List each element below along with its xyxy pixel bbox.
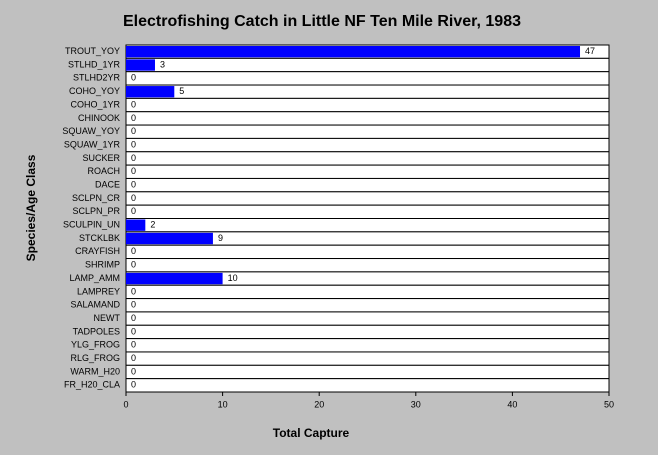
y-tick-label: SQUAW_1YR	[64, 139, 121, 149]
y-tick-label: TROUT_YOY	[65, 46, 120, 56]
value-label: 5	[179, 86, 184, 96]
value-label: 0	[131, 166, 136, 176]
x-tick-label: 0	[123, 399, 128, 409]
y-axis-label: Species/Age Class	[24, 154, 38, 261]
value-label: 0	[131, 180, 136, 190]
x-tick-label: 10	[218, 399, 228, 409]
row-box	[125, 84, 610, 99]
bar	[126, 272, 223, 285]
bar	[126, 59, 155, 71]
row-box	[125, 97, 610, 113]
value-label: 0	[131, 313, 136, 323]
value-label: 0	[131, 126, 136, 136]
value-label: 0	[131, 340, 136, 350]
x-tick-label: 20	[314, 399, 324, 409]
row-box	[125, 151, 610, 166]
value-label: 3	[160, 59, 165, 69]
y-tick-label: SQUAW_YOY	[62, 126, 120, 136]
row-box	[125, 311, 610, 326]
value-label: 0	[131, 73, 136, 83]
row-box	[125, 204, 610, 219]
row-box	[125, 124, 610, 139]
row-box	[125, 71, 610, 86]
x-tick-label: 30	[411, 399, 421, 409]
y-tick-label: SCLPN_CR	[72, 193, 121, 203]
row-box	[125, 244, 610, 260]
x-tick-label: 50	[604, 399, 614, 409]
y-tick-label: TADPOLES	[73, 326, 120, 336]
y-tick-label: COHO_YOY	[69, 86, 120, 96]
value-label: 10	[228, 273, 238, 283]
y-tick-label: RLG_FROG	[70, 353, 120, 363]
x-axis-label: Total Capture	[273, 426, 350, 440]
row-box	[125, 137, 610, 153]
value-label: 0	[131, 206, 136, 216]
y-tick-label: CHINOOK	[78, 113, 120, 123]
y-tick-label: SCULPIN_UN	[63, 220, 120, 230]
row-box	[125, 324, 610, 340]
value-label: 0	[131, 153, 136, 163]
y-tick-label: STLHD_1YR	[68, 59, 121, 69]
value-label: 0	[131, 260, 136, 270]
row-box	[125, 364, 610, 380]
y-tick-label: NEWT	[94, 313, 121, 323]
y-tick-label: SUCKER	[82, 153, 120, 163]
row-box	[125, 378, 610, 393]
value-label: 0	[131, 326, 136, 336]
row-box	[125, 111, 610, 126]
bar	[126, 46, 581, 58]
value-label: 47	[585, 46, 595, 56]
y-tick-label: WARM_H20	[70, 366, 120, 376]
value-label: 0	[131, 300, 136, 310]
value-label: 0	[131, 139, 136, 149]
row-box	[125, 258, 610, 273]
y-tick-label: DACE	[95, 180, 120, 190]
y-tick-label: STLHD2YR	[73, 73, 121, 83]
value-label: 0	[131, 286, 136, 296]
value-label: 0	[131, 353, 136, 363]
y-tick-label: ROACH	[87, 166, 120, 176]
value-label: 0	[131, 366, 136, 376]
y-tick-label: SALAMAND	[70, 300, 120, 310]
y-tick-label: SHRIMP	[85, 260, 120, 270]
bar	[126, 86, 175, 98]
row-box	[125, 191, 610, 206]
value-label: 0	[131, 99, 136, 109]
row-box	[125, 218, 610, 233]
y-tick-label: LAMPREY	[77, 286, 120, 296]
chart-title: Electrofishing Catch in Little NF Ten Mi…	[123, 13, 521, 30]
row-box	[125, 298, 610, 313]
y-tick-label: SCLPN_PR	[72, 206, 120, 216]
row-box	[125, 57, 610, 73]
row-box	[125, 351, 610, 366]
value-label: 0	[131, 380, 136, 390]
row-box	[125, 284, 610, 300]
y-tick-label: STCKLBK	[79, 233, 120, 243]
value-label: 2	[150, 220, 155, 230]
y-tick-label: COHO_1YR	[70, 99, 120, 109]
y-tick-label: LAMP_AMM	[69, 273, 120, 283]
y-tick-label: YLG_FROG	[71, 340, 120, 350]
bar	[126, 219, 146, 231]
value-label: 0	[131, 246, 136, 256]
row-box	[125, 338, 610, 353]
row-box	[125, 164, 610, 179]
y-tick-label: FR_H20_CLA	[64, 380, 120, 390]
value-label: 0	[131, 193, 136, 203]
y-tick-label: CRAYFISH	[75, 246, 120, 256]
x-tick-label: 40	[507, 399, 517, 409]
row-box	[125, 177, 610, 193]
value-label: 0	[131, 113, 136, 123]
value-label: 9	[218, 233, 223, 243]
bar	[126, 232, 213, 245]
